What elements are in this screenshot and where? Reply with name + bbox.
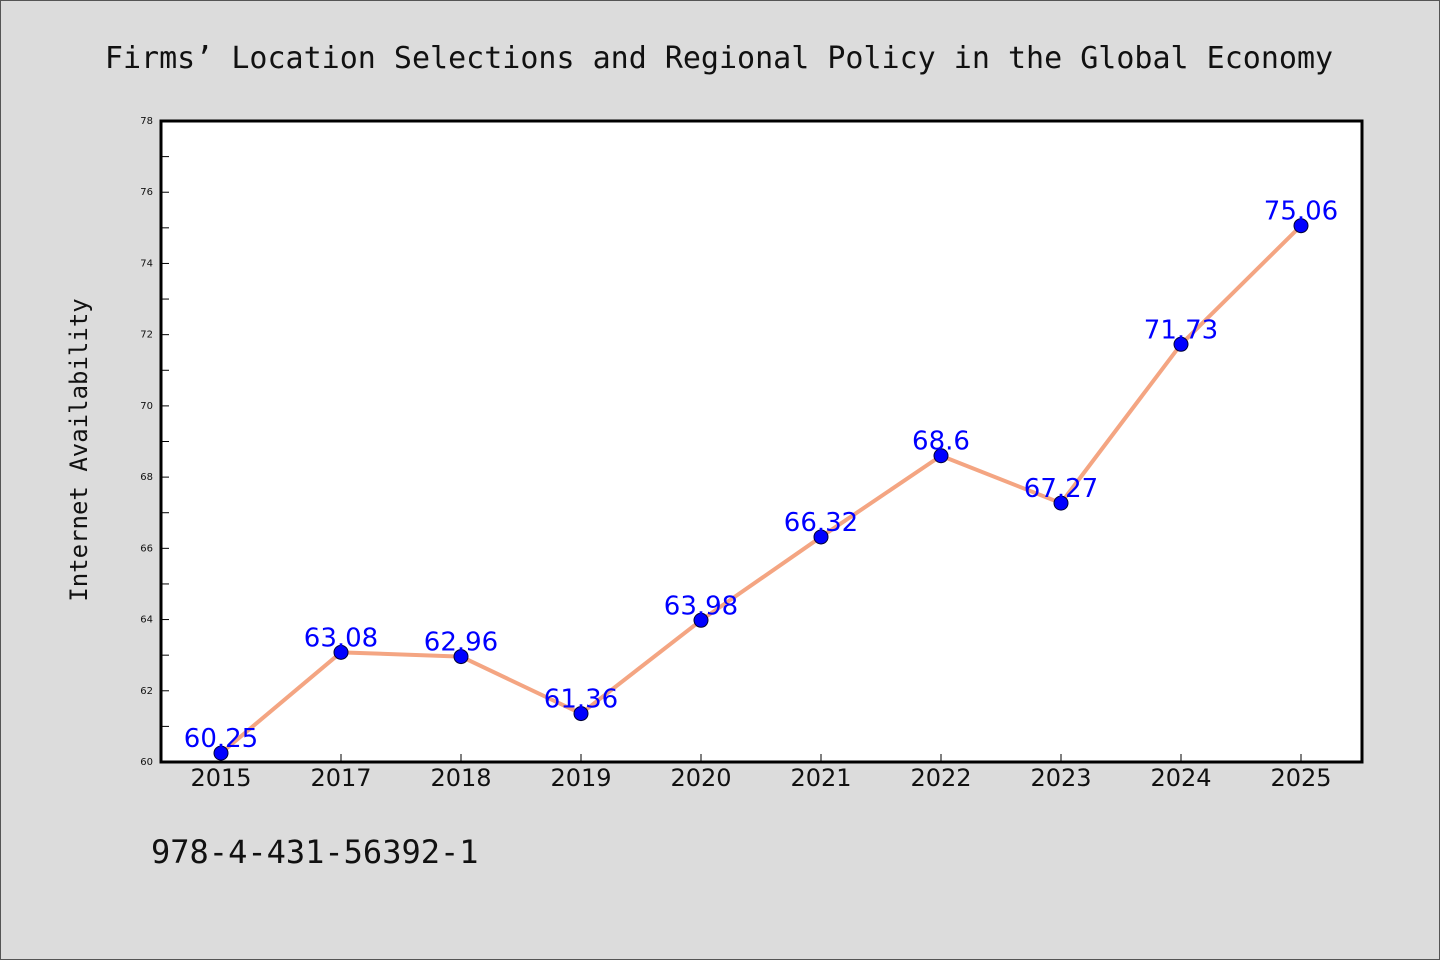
y-tick-label-70: 70 bbox=[140, 401, 153, 412]
data-point-2018 bbox=[453, 649, 469, 665]
data-label-2017: 63.08 bbox=[304, 623, 378, 653]
y-tick-label-60: 60 bbox=[140, 757, 153, 768]
y-tick-label-68: 68 bbox=[140, 472, 153, 483]
data-label-2020: 63.98 bbox=[664, 591, 738, 621]
data-point-2025 bbox=[1293, 218, 1309, 234]
data-point-2024 bbox=[1173, 336, 1189, 352]
chart-title: Firms’ Location Selections and Regional … bbox=[105, 41, 1333, 76]
y-tick-label-66: 66 bbox=[140, 543, 153, 554]
series-line-0 bbox=[219, 223, 1303, 756]
x-tick-label-2024: 2024 bbox=[1150, 764, 1211, 792]
x-tick-label-2021: 2021 bbox=[790, 764, 851, 792]
x-tick-label-2022: 2022 bbox=[910, 764, 971, 792]
data-point-2020 bbox=[693, 612, 709, 628]
x-tick-label-2020: 2020 bbox=[670, 764, 731, 792]
data-label-2015: 60.25 bbox=[184, 724, 258, 754]
data-label-2018: 62.96 bbox=[424, 628, 498, 658]
data-label-2023: 67.27 bbox=[1024, 474, 1098, 504]
data-point-2022 bbox=[933, 448, 949, 464]
data-label-2025: 75.06 bbox=[1264, 197, 1338, 227]
x-tick-label-2017: 2017 bbox=[310, 764, 371, 792]
plot-area bbox=[159, 119, 1364, 764]
x-tick-label-2025: 2025 bbox=[1270, 764, 1331, 792]
data-point-2019 bbox=[573, 706, 589, 722]
isbn-text: 978-4-431-56392-1 bbox=[151, 833, 479, 871]
data-point-2017 bbox=[333, 644, 349, 660]
x-axis: 2015 2017 2018 2019 2020 2021 2022 2023 2024 2025 bbox=[190, 754, 1332, 792]
data-point-2021 bbox=[813, 529, 829, 545]
y-axis-label: Internet Availability bbox=[65, 298, 93, 601]
x-tick-label-2015: 2015 bbox=[190, 764, 251, 792]
data-point-2023 bbox=[1053, 495, 1069, 511]
series-layer: 60.25 63.08 62.96 61.36 63.98 66.32 68.6 67.27 7… bbox=[184, 197, 1338, 761]
data-label-2024: 71.73 bbox=[1144, 315, 1218, 345]
x-tick-label-2019: 2019 bbox=[550, 764, 611, 792]
y-tick-label-74: 74 bbox=[140, 258, 153, 269]
y-tick-label-72: 72 bbox=[140, 330, 153, 341]
y-tick-label-76: 76 bbox=[140, 187, 153, 198]
y-tick-label-62: 62 bbox=[140, 686, 153, 697]
x-tick-label-2023: 2023 bbox=[1030, 764, 1091, 792]
y-tick-label-78: 78 bbox=[140, 116, 153, 127]
x-tick-label-2018: 2018 bbox=[430, 764, 491, 792]
data-point-2015 bbox=[213, 745, 229, 761]
data-label-2019: 61.36 bbox=[544, 685, 618, 715]
data-label-2022: 68.6 bbox=[912, 427, 970, 457]
y-axis: 60 62 64 66 68 70 72 74 76 78 bbox=[140, 116, 169, 768]
y-tick-label-64: 64 bbox=[140, 615, 153, 626]
data-label-2021: 66.32 bbox=[784, 508, 858, 538]
